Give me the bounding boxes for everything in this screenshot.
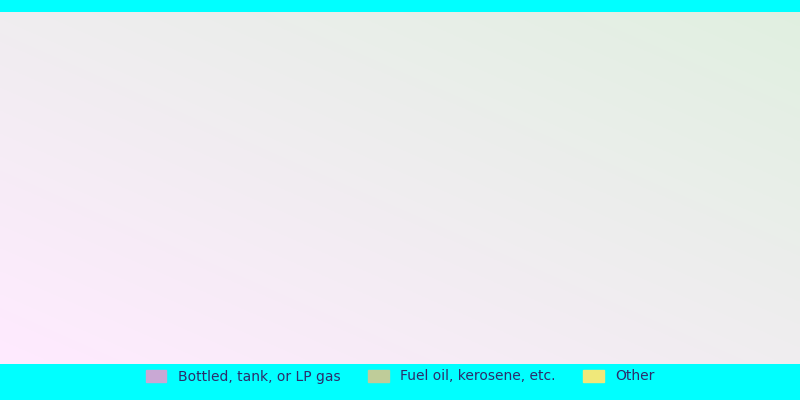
Wedge shape	[144, 96, 479, 224]
Text: City-Data.com: City-Data.com	[656, 75, 736, 85]
Legend: Bottled, tank, or LP gas, Fuel oil, kerosene, etc., Other: Bottled, tank, or LP gas, Fuel oil, kero…	[140, 364, 660, 389]
Text: Most commonly used house heating fuel in houses and condos in Metamora, IN: Most commonly used house heating fuel in…	[0, 18, 800, 38]
Wedge shape	[528, 216, 656, 224]
Wedge shape	[439, 102, 655, 220]
